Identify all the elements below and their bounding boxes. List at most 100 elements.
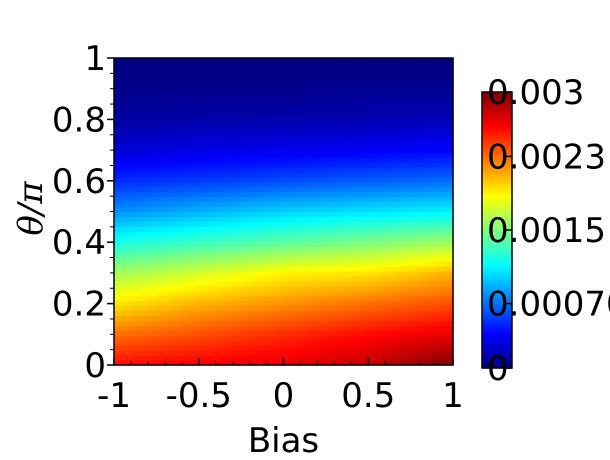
heatmap-cell — [114, 166, 120, 173]
heatmap-cell — [238, 340, 245, 346]
heatmap-cell — [313, 82, 319, 89]
heatmap-cell — [208, 92, 215, 99]
heatmap-cell — [228, 67, 235, 74]
heatmap-cell — [118, 305, 125, 312]
heatmap-cell — [178, 290, 185, 297]
heatmap-cell — [153, 77, 160, 84]
heatmap-cell — [128, 82, 135, 89]
heatmap-cell — [313, 246, 319, 252]
heatmap-cell — [233, 181, 240, 188]
heatmap-cell — [383, 256, 389, 262]
heatmap-cell — [438, 325, 444, 331]
heatmap-cell — [303, 345, 310, 351]
heatmap-cell — [308, 211, 315, 218]
heatmap-cell — [223, 97, 230, 104]
heatmap-cell — [138, 231, 145, 237]
heatmap-cell — [293, 67, 300, 74]
heatmap-cell — [348, 176, 354, 183]
heatmap-cell — [373, 67, 379, 74]
heatmap-cell — [268, 107, 275, 114]
heatmap-cell — [413, 345, 419, 351]
heatmap-cell — [373, 355, 379, 361]
heatmap-cell — [443, 261, 449, 267]
heatmap-cell — [278, 107, 285, 114]
heatmap-cell — [143, 67, 150, 74]
heatmap-cell — [248, 166, 255, 173]
heatmap-cell — [273, 72, 280, 79]
colorbar-segment — [482, 158, 512, 162]
heatmap-cell — [328, 330, 334, 336]
heatmap-cell — [408, 206, 414, 213]
heatmap-cell — [433, 166, 439, 173]
heatmap-cell — [443, 161, 449, 168]
heatmap-cell — [348, 161, 354, 168]
heatmap-cell — [268, 226, 275, 232]
heatmap-cell — [333, 137, 339, 143]
heatmap-cell — [168, 290, 175, 297]
heatmap-cell — [338, 325, 344, 331]
heatmap-cell — [268, 147, 275, 153]
heatmap-cell — [438, 206, 444, 213]
heatmap-cell — [148, 211, 155, 218]
heatmap-cell — [203, 186, 210, 193]
heatmap-cell — [288, 265, 295, 272]
heatmap-cell — [228, 231, 235, 237]
heatmap-cell — [268, 67, 275, 74]
heatmap-cell — [293, 310, 300, 317]
heatmap-cell — [258, 295, 265, 302]
heatmap-cell — [188, 92, 195, 99]
heatmap-cell — [114, 82, 120, 89]
heatmap-cell — [263, 152, 270, 158]
heatmap-cell — [443, 320, 449, 326]
heatmap-cell — [118, 275, 125, 282]
heatmap-cell — [163, 201, 170, 208]
heatmap-cell — [248, 315, 255, 322]
heatmap-cell — [298, 107, 305, 114]
heatmap-cell — [198, 275, 205, 282]
heatmap-cell — [318, 275, 324, 282]
x-tick-label: 0.5 — [341, 376, 395, 416]
x-tick-label: -1 — [97, 376, 131, 416]
heatmap-cell — [378, 142, 384, 148]
heatmap-cell — [273, 270, 280, 277]
heatmap-cell — [423, 350, 429, 356]
heatmap-cell — [118, 87, 125, 94]
heatmap-cell — [443, 231, 449, 237]
heatmap-cell — [278, 345, 285, 351]
heatmap-cell — [213, 295, 220, 302]
heatmap-cell — [143, 58, 150, 64]
heatmap-cell — [373, 77, 379, 84]
heatmap-cell — [433, 72, 439, 79]
heatmap-cell — [138, 350, 145, 356]
heatmap-cell — [418, 320, 424, 326]
heatmap-cell — [178, 122, 185, 128]
heatmap-cell — [258, 251, 265, 257]
heatmap-cell — [258, 221, 265, 227]
heatmap-cell — [298, 77, 305, 84]
heatmap-cell — [278, 166, 285, 173]
heatmap-cell — [183, 127, 190, 133]
heatmap-cell — [293, 142, 300, 148]
heatmap-cell — [133, 176, 140, 183]
heatmap-cell — [368, 315, 374, 322]
heatmap-cell — [198, 181, 205, 188]
heatmap-cell — [153, 310, 160, 317]
heatmap-cell — [243, 191, 250, 198]
heatmap-cell — [333, 122, 339, 128]
heatmap-cell — [188, 290, 195, 297]
heatmap-cell — [248, 107, 255, 114]
heatmap-cell — [318, 87, 324, 94]
heatmap-cell — [293, 77, 300, 84]
heatmap-cell — [248, 102, 255, 109]
heatmap-cell — [178, 201, 185, 208]
heatmap-cell — [438, 350, 444, 356]
heatmap-cell — [153, 256, 160, 262]
heatmap-cell — [373, 261, 379, 267]
heatmap-cell — [323, 206, 329, 213]
heatmap-cell — [143, 152, 150, 158]
heatmap-cell — [348, 137, 354, 143]
heatmap-cell — [403, 152, 409, 158]
heatmap-cell — [343, 157, 349, 163]
heatmap-cell — [318, 72, 324, 79]
heatmap-cell — [363, 72, 369, 79]
